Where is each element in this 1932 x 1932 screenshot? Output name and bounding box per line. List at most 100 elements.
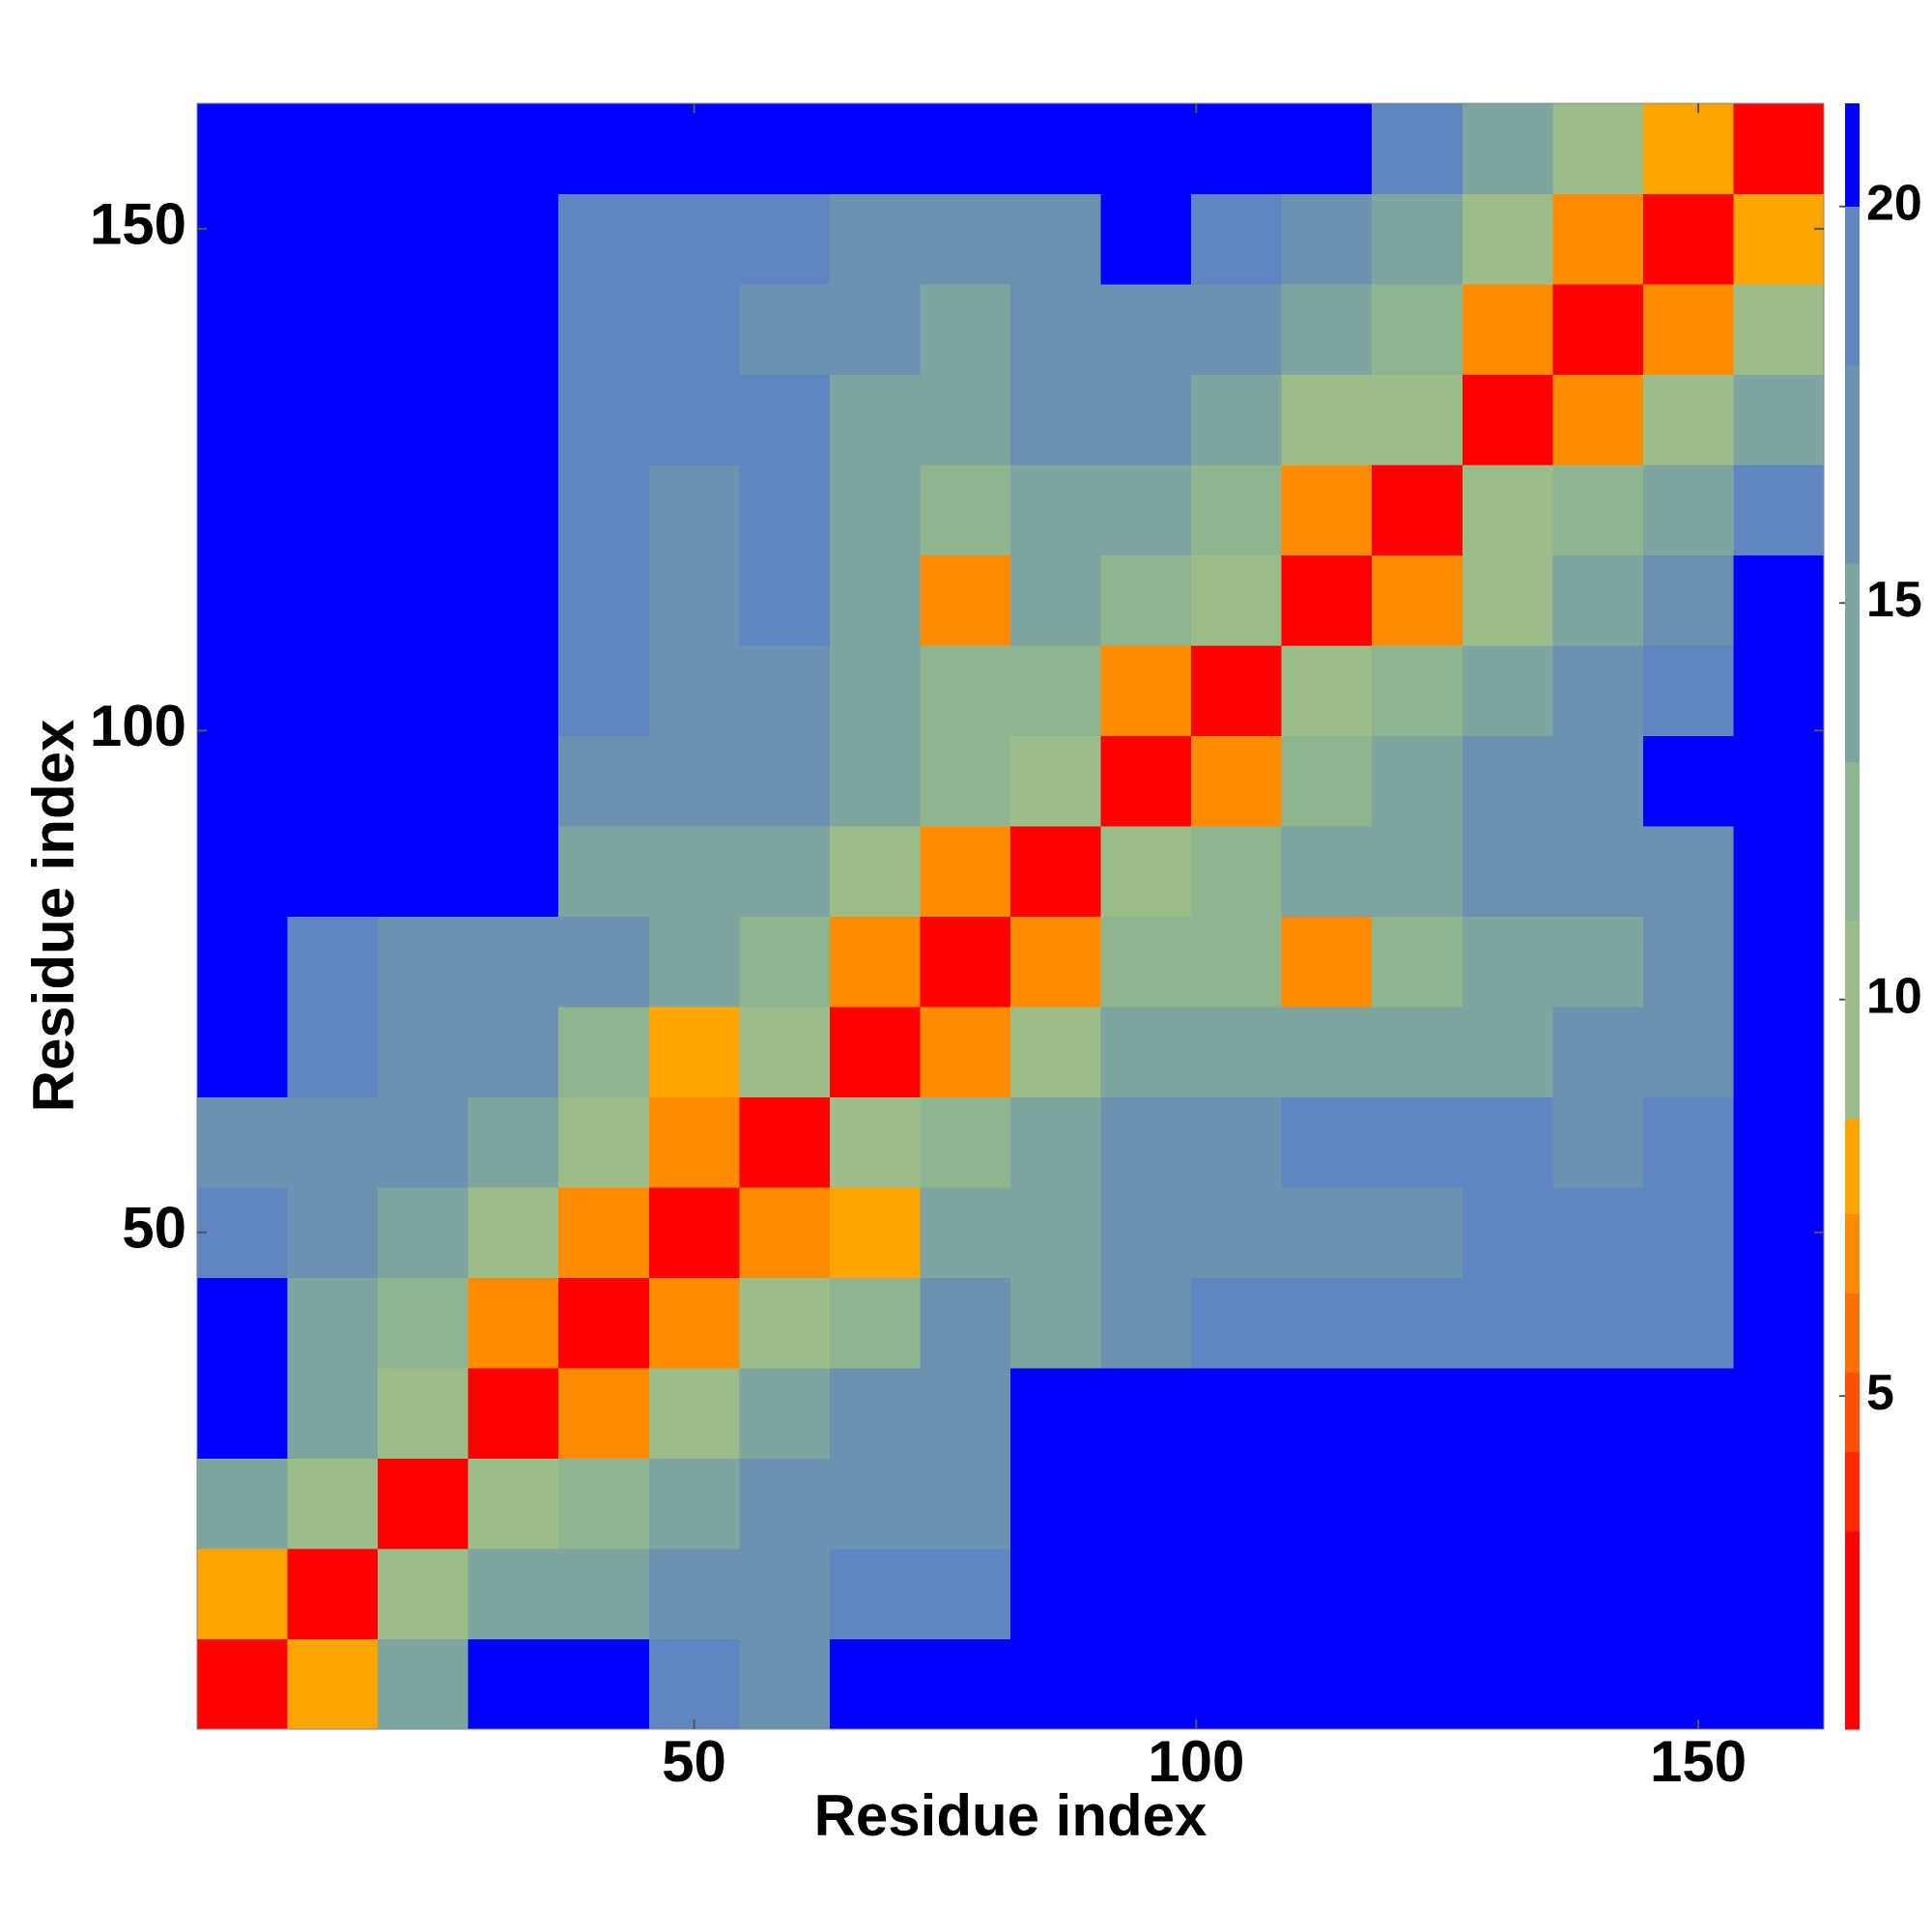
- cell: [648, 1096, 740, 1188]
- cell: [287, 1007, 379, 1097]
- cell: [829, 1458, 921, 1549]
- cell: [1642, 1548, 1734, 1639]
- cell: [1281, 735, 1373, 827]
- cell: [378, 1277, 469, 1369]
- cell: [1552, 1548, 1644, 1639]
- cell: [1372, 1638, 1463, 1730]
- cell: [1100, 826, 1192, 917]
- cell: [197, 1007, 289, 1097]
- cell: [1462, 1368, 1553, 1459]
- cell: [920, 826, 1011, 917]
- cell: [829, 645, 921, 736]
- cell: [287, 284, 379, 375]
- cell: [1733, 1368, 1825, 1459]
- cell: [1733, 1458, 1825, 1549]
- cell: [1281, 1638, 1373, 1730]
- cell: [1281, 1187, 1373, 1278]
- cell: [1462, 1007, 1553, 1097]
- cell: [287, 103, 379, 194]
- cell: [1191, 1187, 1283, 1278]
- cell: [468, 1277, 559, 1369]
- cell: [1010, 735, 1102, 827]
- cell: [1733, 554, 1825, 646]
- cell: [558, 1548, 650, 1639]
- cell: [1010, 465, 1102, 555]
- cell: [1733, 103, 1825, 194]
- cell: [1372, 193, 1463, 285]
- cell: [920, 465, 1011, 555]
- cell: [1010, 916, 1102, 1008]
- colorbar-band: [1845, 1372, 1860, 1453]
- cell: [1372, 374, 1463, 466]
- cell: [287, 826, 379, 917]
- cell: [1100, 1187, 1192, 1278]
- cell: [1010, 284, 1102, 375]
- cell: [1462, 1458, 1553, 1549]
- cell: [468, 465, 559, 555]
- cell: [197, 284, 289, 375]
- cell: [1191, 374, 1283, 466]
- cell: [1100, 735, 1192, 827]
- cell: [1281, 103, 1373, 194]
- cell: [920, 1458, 1011, 1549]
- cell: [648, 1007, 740, 1097]
- cell: [1462, 735, 1553, 827]
- cell: [1010, 1638, 1102, 1730]
- cell: [287, 916, 379, 1008]
- cell: [468, 374, 559, 466]
- cell: [378, 374, 469, 466]
- cell: [829, 1187, 921, 1278]
- cell: [739, 465, 831, 555]
- cell: [1010, 103, 1102, 194]
- cell: [648, 1548, 740, 1639]
- cell: [1552, 916, 1644, 1008]
- colorbar-tick-label: 20: [1866, 175, 1922, 231]
- cell: [287, 1187, 379, 1278]
- cell: [1191, 735, 1283, 827]
- cell: [378, 1638, 469, 1730]
- cell: [739, 826, 831, 917]
- cell: [829, 103, 921, 194]
- cell: [378, 735, 469, 827]
- cell: [1642, 735, 1734, 827]
- cell: [920, 103, 1011, 194]
- cell: [1642, 1368, 1734, 1459]
- cell: [1372, 1187, 1463, 1278]
- cell: [1281, 374, 1373, 466]
- y-tick-label: 150: [90, 192, 186, 257]
- cell: [468, 1548, 559, 1639]
- cell: [1191, 916, 1283, 1008]
- cell: [1100, 554, 1192, 646]
- cell: [1733, 1548, 1825, 1639]
- cell: [829, 1638, 921, 1730]
- cell: [739, 1277, 831, 1369]
- cell: [920, 193, 1011, 285]
- cell: [829, 1368, 921, 1459]
- cell: [1191, 1638, 1283, 1730]
- cell: [1462, 193, 1553, 285]
- cell: [1462, 1096, 1553, 1188]
- cell: [1281, 916, 1373, 1008]
- cell: [1642, 1096, 1734, 1188]
- colorbar-band: [1845, 920, 1860, 1120]
- cell: [1642, 465, 1734, 555]
- cell: [378, 916, 469, 1008]
- cell: [558, 1277, 650, 1369]
- cell: [1733, 284, 1825, 375]
- cell: [739, 1368, 831, 1459]
- cell: [829, 554, 921, 646]
- cell: [1372, 1277, 1463, 1369]
- cell: [1552, 374, 1644, 466]
- cell: [1462, 1277, 1553, 1369]
- colorbar-band: [1845, 1293, 1860, 1374]
- cell: [468, 645, 559, 736]
- y-tick-label: 100: [90, 694, 186, 758]
- cell: [1191, 193, 1283, 285]
- colorbar-band: [1845, 1213, 1860, 1293]
- cell: [1642, 1007, 1734, 1097]
- cell: [197, 193, 289, 285]
- cell: [468, 1096, 559, 1188]
- cell: [1100, 1638, 1192, 1730]
- cell: [1281, 1458, 1373, 1549]
- cell: [1281, 465, 1373, 555]
